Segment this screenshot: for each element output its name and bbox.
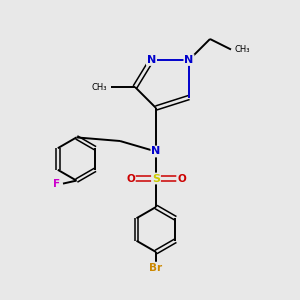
Text: CH₃: CH₃: [92, 82, 107, 91]
Text: O: O: [177, 173, 186, 184]
Text: N: N: [152, 146, 160, 157]
Text: CH₃: CH₃: [235, 45, 250, 54]
Text: O: O: [126, 173, 135, 184]
Text: N: N: [147, 55, 156, 65]
Text: F: F: [53, 178, 61, 189]
Text: S: S: [152, 173, 160, 184]
Text: N: N: [184, 55, 194, 65]
Text: Br: Br: [149, 262, 163, 273]
